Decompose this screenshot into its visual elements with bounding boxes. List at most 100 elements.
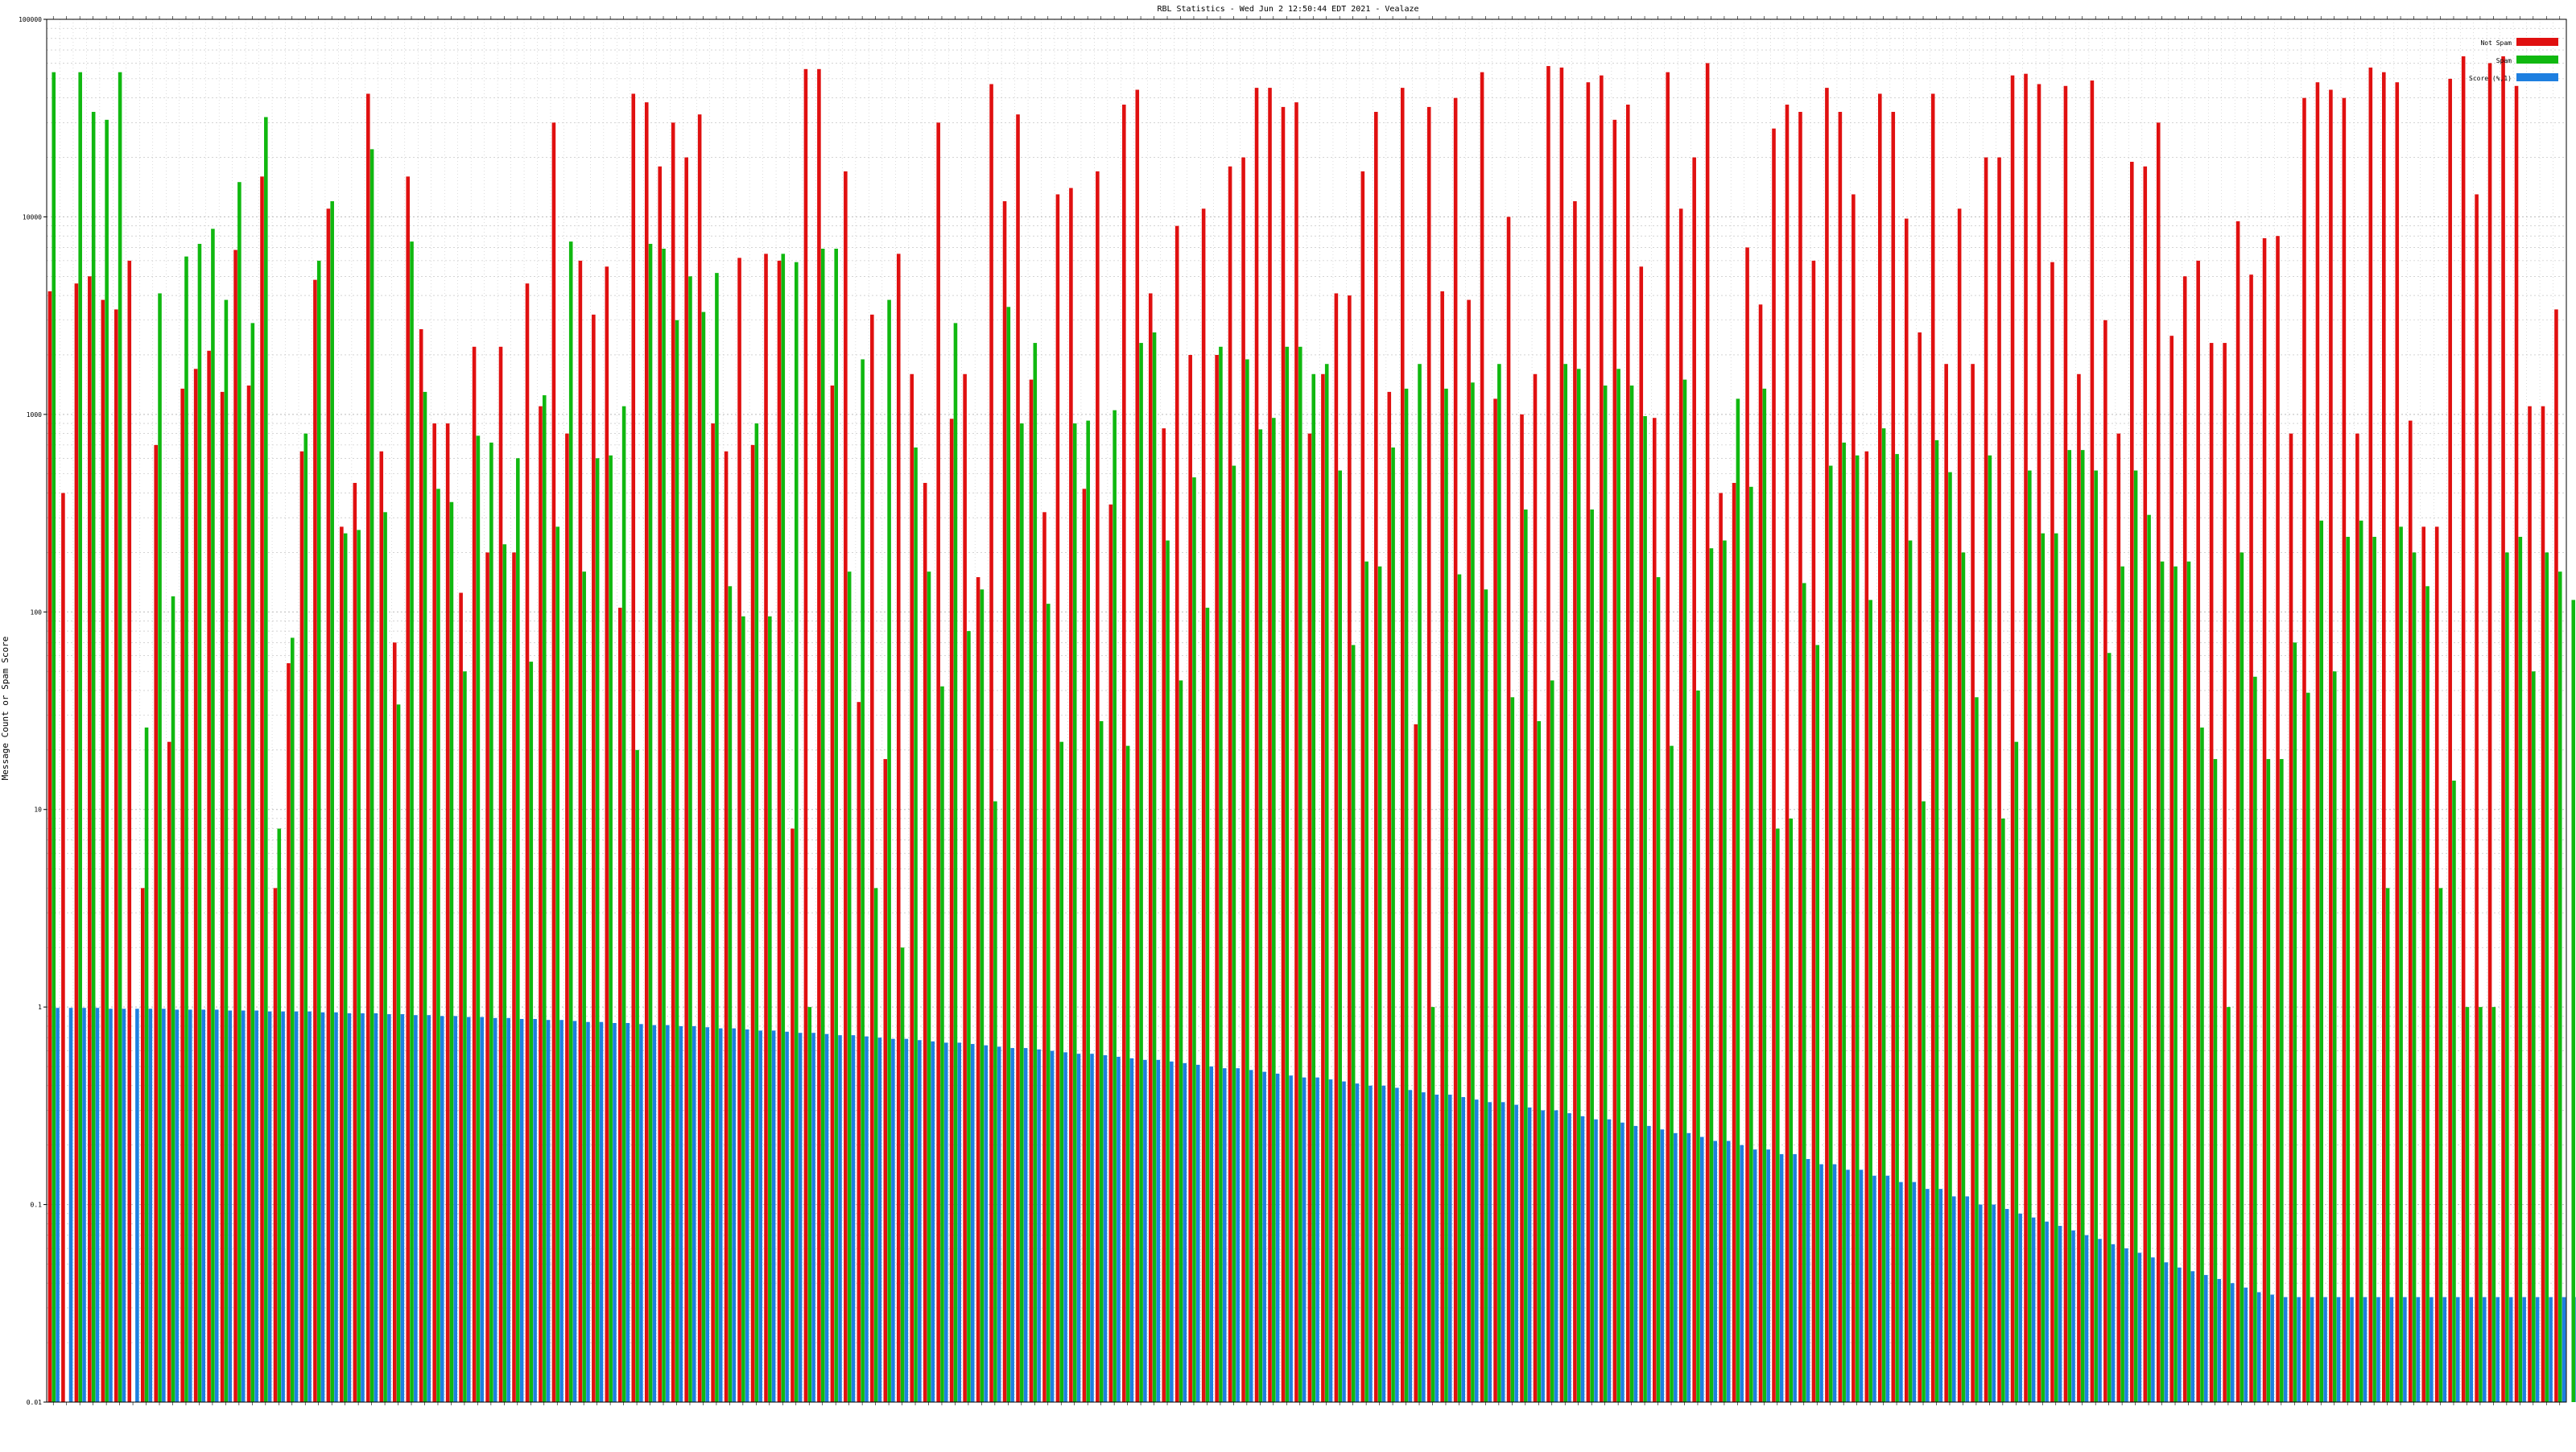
- not-spam-bar: [1506, 217, 1511, 1402]
- not-spam-bar: [273, 888, 278, 1402]
- spam-bar: [701, 311, 706, 1402]
- score-bar: [2562, 1297, 2566, 1402]
- not-spam-bar: [2103, 320, 2107, 1403]
- not-spam-bar: [565, 433, 569, 1402]
- spam-bar: [2147, 514, 2151, 1402]
- not-spam-bar: [233, 250, 237, 1403]
- spam-bar: [343, 533, 348, 1402]
- not-spam-bar: [127, 260, 132, 1402]
- score-bar: [1607, 1119, 1612, 1402]
- spam-bar: [1391, 447, 1395, 1402]
- spam-bar: [2293, 642, 2297, 1402]
- not-spam-bar: [287, 663, 291, 1402]
- spam-bar: [861, 359, 865, 1402]
- spam-bar: [2438, 888, 2443, 1402]
- spam-bar: [224, 299, 229, 1403]
- not-spam-bar: [1811, 260, 1816, 1402]
- score-bar: [1594, 1119, 1598, 1402]
- not-spam-bar: [1957, 208, 1962, 1402]
- score-bar: [162, 1009, 166, 1402]
- not-spam-bar: [2461, 56, 2466, 1403]
- spam-bar: [158, 293, 162, 1403]
- not-spam-bar: [830, 385, 835, 1402]
- spam-bar: [2280, 759, 2284, 1402]
- not-spam-bar: [2395, 82, 2400, 1402]
- score-bar: [1567, 1113, 1571, 1402]
- not-spam-bar: [1732, 482, 1736, 1402]
- y-tick-label: 10000: [23, 213, 42, 221]
- not-spam-bar: [844, 171, 848, 1402]
- spam-bar: [768, 616, 772, 1402]
- spam-bar: [1152, 332, 1157, 1402]
- score-bar: [2283, 1297, 2288, 1402]
- score-bar: [877, 1037, 882, 1402]
- spam-bar: [1550, 680, 1554, 1402]
- spam-bar: [781, 254, 786, 1402]
- spam-bar: [1855, 455, 1860, 1402]
- score-bar: [2190, 1271, 2195, 1402]
- spam-bar: [595, 458, 600, 1402]
- legend-label: Not Spam: [2480, 39, 2512, 47]
- not-spam-bar: [2514, 85, 2519, 1403]
- not-spam-bar: [299, 451, 304, 1402]
- score-bar: [2403, 1297, 2407, 1402]
- not-spam-bar: [2501, 56, 2505, 1403]
- spam-bar: [2532, 671, 2536, 1402]
- spam-bar: [396, 704, 401, 1402]
- not-spam-bar: [1016, 114, 1020, 1403]
- spam-bar: [2041, 533, 2046, 1402]
- y-axis-label: Message Count or Spam Score: [0, 637, 10, 781]
- score-bar: [2416, 1297, 2421, 1402]
- score-bar: [440, 1016, 444, 1402]
- spam-bar: [1484, 589, 1488, 1402]
- spam-bar: [1166, 540, 1170, 1403]
- score-bar: [2496, 1297, 2500, 1402]
- score-bar: [2098, 1239, 2102, 1402]
- not-spam-bar: [2329, 89, 2333, 1403]
- score-bar: [997, 1046, 1001, 1402]
- score-bar: [652, 1025, 657, 1402]
- score-bar: [374, 1013, 378, 1402]
- not-spam-bar: [2116, 433, 2121, 1402]
- score-bar: [1289, 1075, 1293, 1402]
- not-spam-bar: [74, 283, 79, 1402]
- score-bar: [2124, 1248, 2128, 1402]
- not-spam-bar: [817, 68, 821, 1402]
- spam-bar: [1603, 385, 1608, 1402]
- not-spam-bar: [1772, 128, 1776, 1402]
- score-bar: [918, 1040, 922, 1402]
- score-bar: [1686, 1132, 1691, 1402]
- not-spam-bar: [2050, 262, 2054, 1403]
- spam-bar: [1656, 577, 1661, 1402]
- not-spam-bar: [1546, 66, 1550, 1403]
- spam-bar: [1682, 379, 1687, 1403]
- not-spam-bar: [791, 828, 795, 1402]
- spam-bar: [1232, 465, 1236, 1402]
- spam-bar: [900, 947, 905, 1402]
- score-bar: [2045, 1221, 2049, 1402]
- not-spam-bar: [2156, 122, 2161, 1403]
- spam-bar: [2080, 450, 2085, 1402]
- not-spam-bar: [2090, 80, 2095, 1402]
- spam-bar: [1723, 540, 1727, 1403]
- score-bar: [334, 1012, 338, 1402]
- score-bar: [1050, 1050, 1055, 1402]
- not-spam-bar: [857, 702, 861, 1402]
- not-spam-bar: [684, 157, 688, 1402]
- spam-bar: [2491, 1007, 2496, 1402]
- score-bar: [811, 1033, 815, 1402]
- spam-bar: [1113, 410, 1117, 1402]
- score-bar: [1315, 1077, 1319, 1402]
- spam-bar: [1868, 600, 1872, 1402]
- score-bar: [1514, 1104, 1518, 1402]
- not-spam-bar: [246, 385, 251, 1402]
- score-bar: [1885, 1175, 1890, 1402]
- score-bar: [546, 1020, 551, 1402]
- spam-bar: [1709, 548, 1714, 1403]
- spam-bar: [2001, 818, 2005, 1402]
- score-bar: [2429, 1297, 2434, 1402]
- not-spam-bar: [658, 166, 663, 1403]
- not-spam-bar: [1864, 451, 1869, 1402]
- score-bar: [1620, 1122, 1624, 1402]
- spam-bar: [1272, 418, 1276, 1403]
